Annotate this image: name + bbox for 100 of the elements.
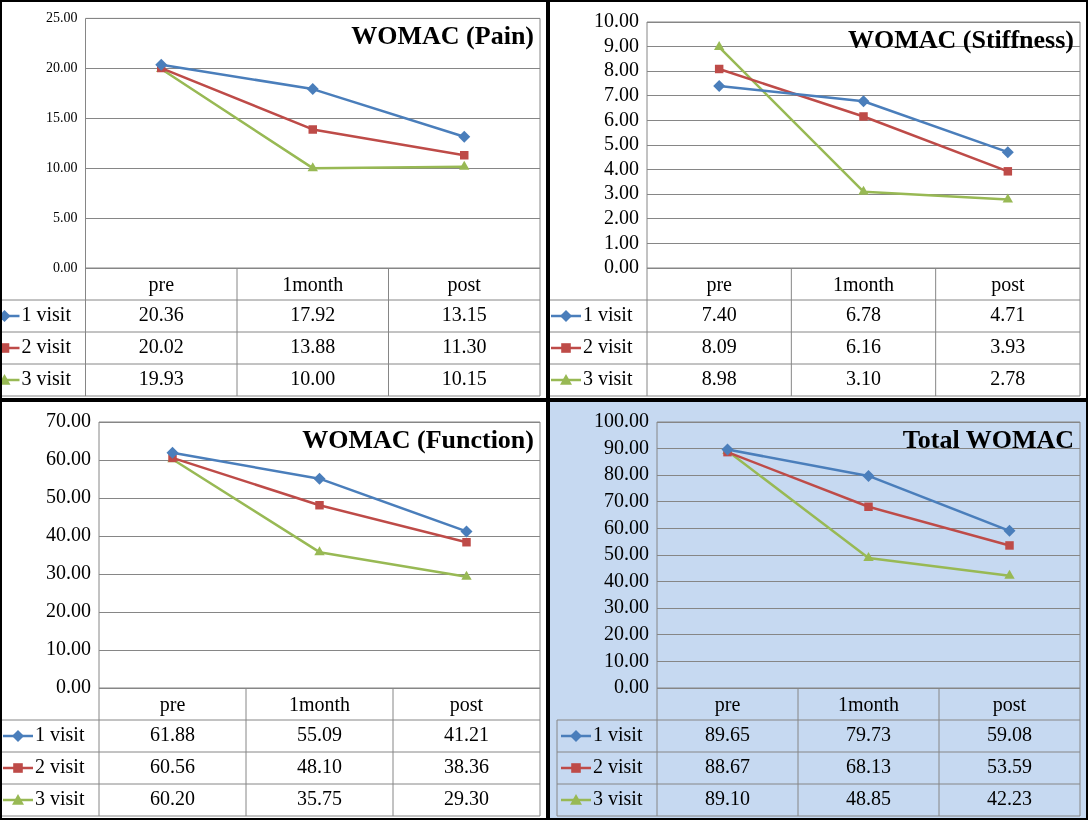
data-label: 29.30 — [444, 787, 489, 810]
legend-label: 2 visit — [35, 755, 85, 778]
y-tick-label: 4.00 — [604, 156, 639, 179]
y-tick-label: 6.00 — [604, 107, 639, 130]
y-tick-label: 30.00 — [46, 561, 91, 584]
y-tick-label: 9.00 — [604, 33, 639, 56]
y-tick-label: 40.00 — [604, 568, 649, 591]
data-label: 60.20 — [150, 787, 195, 810]
legend-label: 1 visit — [35, 723, 85, 746]
y-tick-label: 10.00 — [46, 159, 78, 175]
y-tick-label: 1.00 — [604, 230, 639, 253]
legend-label: 1 visit — [583, 303, 633, 326]
y-tick-label: 60.00 — [46, 447, 91, 470]
data-label: 41.21 — [444, 723, 489, 746]
y-tick-label: 5.00 — [53, 209, 78, 225]
y-tick-label: 70.00 — [46, 409, 91, 432]
x-tick-label: post — [992, 693, 1027, 717]
data-label: 59.08 — [987, 723, 1032, 746]
data-label: 89.10 — [705, 787, 750, 810]
point — [462, 537, 471, 547]
x-tick-label: post — [991, 273, 1025, 297]
data-label: 20.36 — [138, 303, 184, 326]
legend-label: 3 visit — [583, 367, 633, 390]
y-tick-label: 2.00 — [604, 206, 639, 229]
y-tick-label: 0.00 — [56, 675, 91, 698]
point — [859, 112, 868, 121]
y-tick-label: 0.00 — [53, 259, 78, 275]
legend-label: 2 visit — [21, 335, 72, 358]
y-tick-label: 10.00 — [594, 9, 639, 32]
point — [306, 83, 319, 96]
point — [458, 130, 471, 143]
chart-title: WOMAC (Stiffness) — [847, 24, 1074, 54]
y-tick-label: 100.00 — [594, 409, 649, 432]
data-label: 88.67 — [705, 755, 750, 778]
data-label: 10.00 — [290, 367, 336, 390]
data-label: 48.85 — [846, 787, 891, 810]
data-label: 6.78 — [846, 303, 881, 326]
data-label: 4.71 — [990, 303, 1026, 326]
data-label: 13.15 — [441, 303, 487, 326]
x-tick-label: pre — [159, 693, 186, 717]
y-tick-label: 5.00 — [604, 132, 639, 155]
legend-label: 3 visit — [593, 787, 643, 810]
y-tick-label: 7.00 — [604, 83, 639, 106]
x-tick-label: post — [447, 273, 482, 297]
point — [863, 552, 874, 562]
data-label: 13.88 — [290, 335, 336, 358]
data-label: 17.92 — [290, 303, 336, 326]
point — [857, 95, 870, 108]
y-tick-label: 50.00 — [604, 542, 649, 565]
data-label: 53.59 — [987, 755, 1032, 778]
point — [1001, 146, 1014, 159]
data-label: 61.88 — [150, 723, 195, 746]
point — [1003, 167, 1013, 176]
y-tick-label: 0.00 — [604, 255, 639, 278]
data-label: 35.75 — [297, 787, 342, 810]
data-label: 10.15 — [441, 367, 487, 390]
y-tick-label: 8.00 — [604, 58, 639, 81]
point — [166, 446, 179, 459]
y-tick-label: 50.00 — [46, 485, 91, 508]
x-tick-label: pre — [714, 693, 741, 717]
point — [858, 185, 869, 195]
y-tick-label: 0.00 — [614, 675, 649, 698]
x-tick-label: 1month — [832, 273, 895, 296]
data-label: 8.09 — [701, 335, 737, 358]
point — [313, 472, 326, 485]
y-tick-label: 25.00 — [46, 10, 78, 26]
point — [1002, 193, 1014, 203]
data-label: 2.78 — [990, 367, 1026, 390]
point — [155, 58, 168, 71]
legend-label: 1 visit — [593, 723, 643, 746]
data-label: 48.10 — [297, 755, 342, 778]
y-tick-label: 70.00 — [604, 489, 649, 512]
y-tick-label: 20.00 — [46, 59, 78, 75]
data-label: 68.13 — [846, 755, 891, 778]
legend-label: 2 visit — [583, 335, 633, 358]
x-tick-label: 1month — [288, 693, 351, 716]
y-tick-label: 3.00 — [604, 181, 639, 204]
data-label: 8.98 — [701, 367, 737, 390]
y-tick-label: 10.00 — [46, 637, 91, 660]
chart-title: WOMAC (Function) — [302, 424, 534, 454]
point — [308, 125, 317, 134]
legend-label: 3 visit — [21, 367, 72, 390]
legend-label: 2 visit — [593, 755, 643, 778]
data-label: 3.10 — [846, 367, 881, 390]
legend-label: 3 visit — [35, 787, 85, 810]
point — [1004, 569, 1015, 579]
y-tick-label: 20.00 — [46, 599, 91, 622]
data-label: 7.40 — [701, 303, 737, 326]
data-label: 55.09 — [297, 723, 342, 746]
chart-title: WOMAC (Pain) — [351, 21, 534, 51]
legend-label: 1 visit — [21, 303, 72, 326]
data-label: 19.93 — [138, 367, 184, 390]
point — [862, 469, 875, 482]
point — [460, 525, 473, 538]
data-label: 3.93 — [990, 335, 1026, 358]
x-tick-label: pre — [706, 273, 733, 297]
data-label: 89.65 — [705, 723, 750, 746]
point — [713, 79, 726, 92]
y-tick-label: 10.00 — [604, 648, 649, 671]
y-tick-label: 60.00 — [604, 515, 649, 538]
